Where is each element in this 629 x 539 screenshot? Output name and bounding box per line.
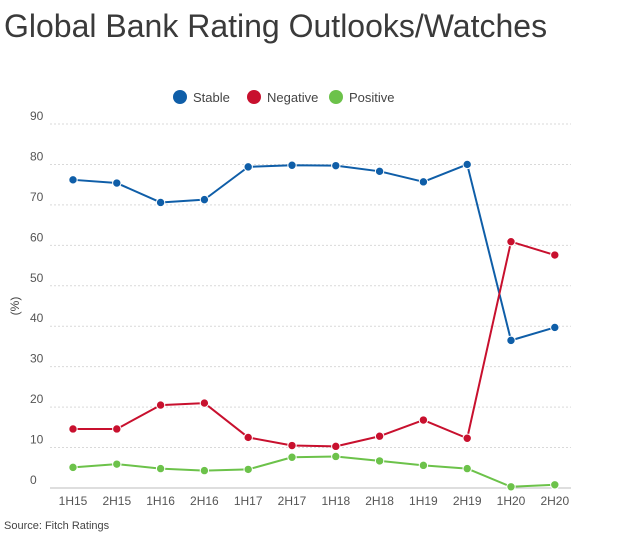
data-point	[199, 398, 210, 408]
legend-marker	[247, 90, 261, 104]
series-stable	[68, 159, 560, 346]
x-tick-label: 2H15	[102, 494, 131, 508]
x-tick-label: 2H18	[365, 494, 394, 508]
data-point	[374, 456, 385, 466]
series-line	[72, 240, 556, 448]
x-tick-label: 1H19	[409, 494, 438, 508]
data-point	[68, 462, 78, 473]
data-point	[243, 464, 253, 475]
data-point	[199, 194, 210, 205]
x-axis-ticks: 1H15 2H15 1H16 2H16 1H17 2H17 1H18 2H18 1H19 2H19…	[59, 494, 570, 508]
x-tick-label: 2H20	[540, 494, 569, 508]
data-point	[418, 177, 429, 187]
legend-item-stable: Stable	[173, 90, 230, 105]
data-point	[374, 431, 385, 441]
series-line	[72, 163, 556, 342]
data-point	[550, 322, 560, 333]
legend-marker	[173, 90, 187, 104]
data-point	[550, 480, 560, 490]
data-point	[462, 433, 472, 443]
legend-item-positive: Positive	[329, 90, 395, 105]
data-point	[550, 250, 560, 260]
data-point	[199, 465, 210, 476]
x-tick-label: 1H16	[146, 494, 175, 508]
data-point	[418, 415, 429, 425]
data-point	[155, 197, 166, 208]
gridlines	[50, 123, 571, 489]
data-point	[68, 175, 78, 185]
legend-marker	[329, 90, 343, 104]
data-point	[418, 460, 429, 471]
data-point	[331, 441, 341, 452]
y-tick-label: 90	[30, 109, 44, 123]
data-point	[243, 432, 253, 443]
y-tick-label: 0	[30, 473, 37, 487]
legend-item-negative: Negative	[247, 90, 318, 105]
y-tick-label: 30	[30, 352, 44, 366]
data-point	[112, 424, 122, 434]
data-point	[287, 160, 297, 170]
data-point	[374, 166, 385, 177]
x-tick-label: 2H16	[190, 494, 219, 508]
y-axis-ticks: 0 10 20 30 40 50 60 70 80 90	[30, 109, 44, 487]
data-point	[462, 463, 472, 474]
data-point	[331, 160, 341, 171]
chart-title: Global Bank Rating Outlooks/Watches	[4, 8, 548, 44]
data-point	[331, 451, 341, 462]
y-tick-label: 60	[30, 230, 44, 244]
data-point	[112, 459, 122, 469]
source-note: Source: Fitch Ratings	[4, 520, 110, 532]
series-positive	[68, 451, 560, 492]
y-tick-label: 80	[30, 149, 44, 163]
x-tick-label: 1H18	[321, 494, 350, 508]
legend-label: Positive	[349, 90, 395, 105]
data-point	[287, 440, 297, 451]
data-point	[155, 400, 166, 410]
series-line	[72, 455, 556, 488]
legend-label: Negative	[267, 90, 318, 105]
x-tick-label: 1H17	[234, 494, 263, 508]
legend-label: Stable	[193, 90, 230, 105]
y-axis-label: (%)	[8, 297, 22, 316]
legend: Stable Negative Positive	[173, 90, 395, 105]
data-point	[155, 463, 166, 474]
data-point	[243, 162, 253, 172]
data-point	[506, 482, 516, 492]
data-point	[112, 178, 122, 188]
y-tick-label: 20	[30, 392, 44, 406]
y-tick-label: 50	[30, 271, 44, 285]
x-tick-label: 2H19	[453, 494, 482, 508]
data-point	[287, 452, 297, 462]
y-tick-label: 70	[30, 190, 44, 204]
y-tick-label: 10	[30, 433, 44, 447]
series-lines	[68, 159, 560, 492]
data-point	[506, 335, 516, 346]
data-point	[506, 236, 516, 247]
x-tick-label: 1H20	[497, 494, 526, 508]
series-negative	[68, 236, 560, 452]
x-tick-label: 2H17	[278, 494, 307, 508]
x-tick-label: 1H15	[59, 494, 88, 508]
y-tick-label: 40	[30, 311, 44, 325]
data-point	[462, 159, 472, 170]
data-point	[68, 424, 78, 434]
